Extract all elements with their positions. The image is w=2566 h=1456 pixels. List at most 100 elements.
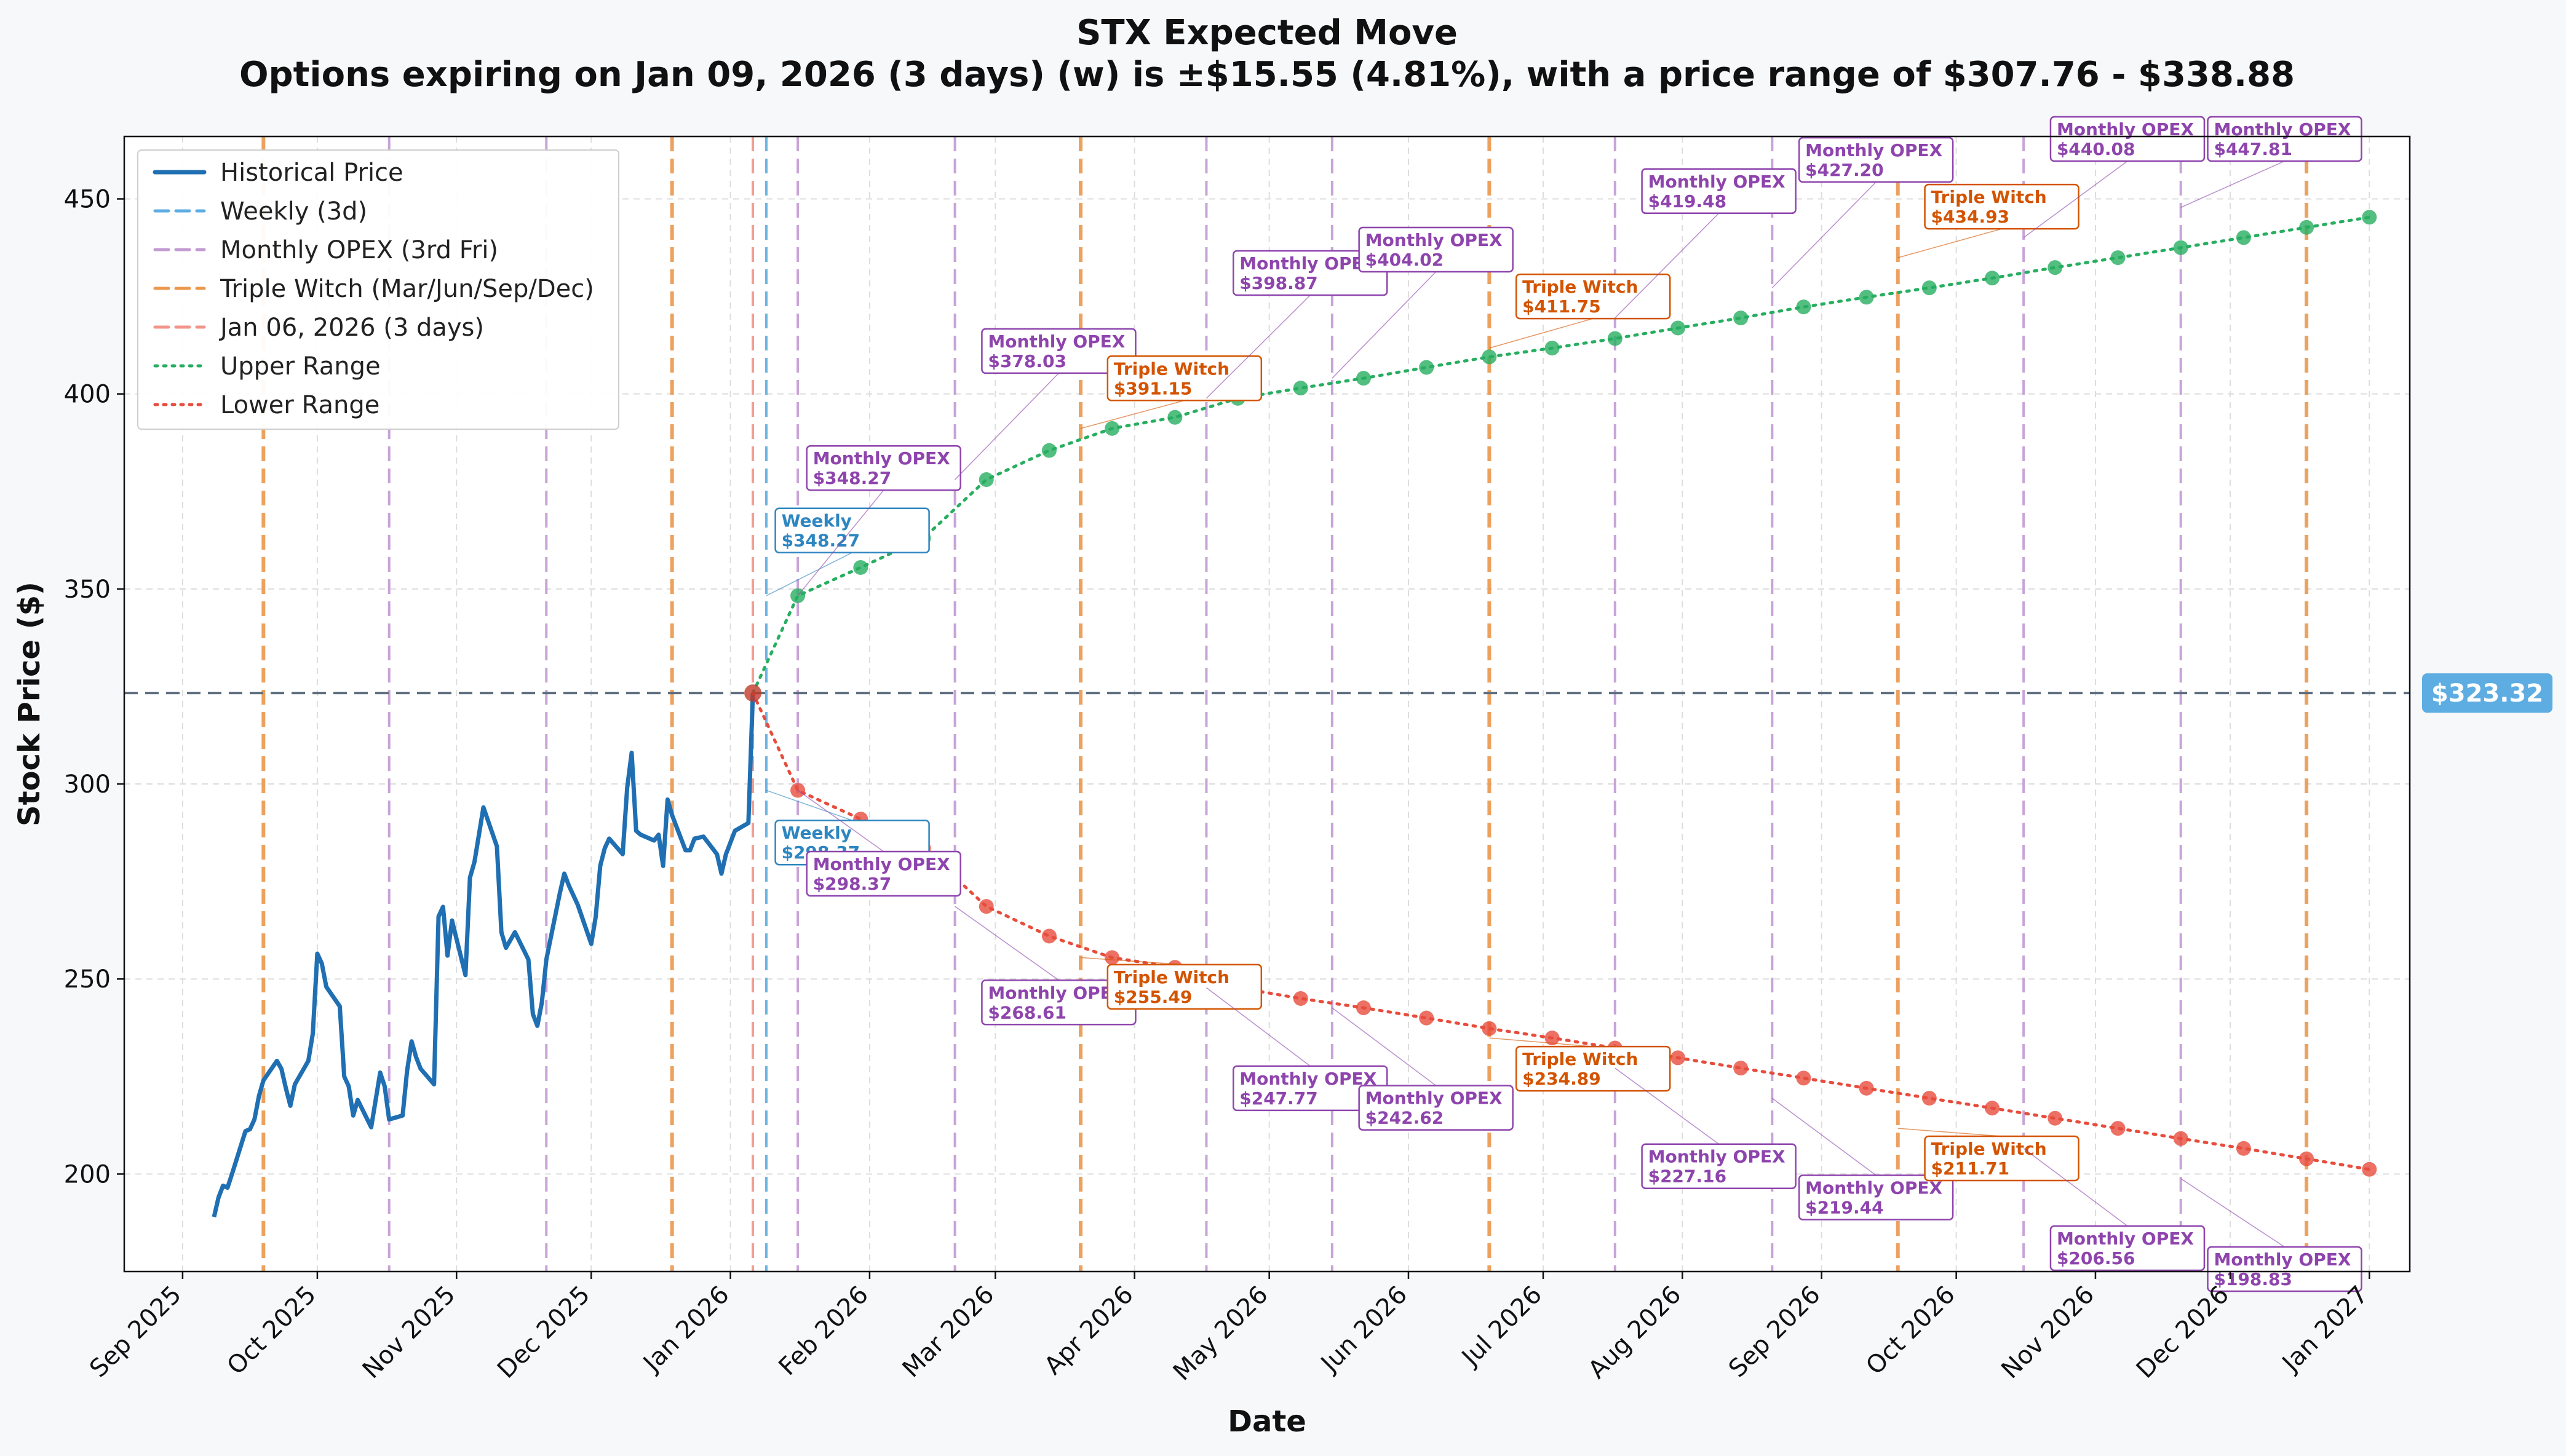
annotation-box — [806, 445, 961, 491]
annotation-value: $348.27 — [782, 531, 860, 551]
annotation-title: Triple Witch — [1522, 1049, 1638, 1069]
annotation-title: Monthly OPEX — [2057, 1228, 2194, 1249]
upper-range-point — [979, 472, 994, 488]
upper-range-point — [2362, 210, 2377, 225]
annotation-leader — [1897, 228, 2002, 258]
annotation-leader — [1897, 1128, 2002, 1137]
upper-range-point — [2173, 240, 2188, 255]
annotation-value: $440.08 — [2057, 139, 2135, 159]
annotation-value: $268.61 — [988, 1002, 1067, 1023]
annotation-monthly-lower: Monthly OPEX$268.61 — [981, 979, 1137, 1026]
annotation-value: $411.75 — [1522, 296, 1601, 317]
lower-range-point — [1293, 991, 1308, 1006]
annotation-leader — [1489, 1037, 1594, 1047]
annotation-leader — [1332, 271, 1437, 379]
upper-range-point — [1733, 311, 1749, 326]
annotation-title: Monthly OPEX — [1365, 1088, 1503, 1109]
annotation-monthly-lower: Monthly OPEX$227.16 — [1641, 1143, 1797, 1189]
upper-range-point — [1670, 320, 1686, 336]
lower-range-point — [1419, 1010, 1434, 1026]
annotation-box — [774, 507, 930, 553]
chart-subtitle: Options expiring on Jan 09, 2026 (3 days… — [239, 55, 2295, 95]
upper-range-point — [2048, 260, 2063, 275]
upper-range-point — [1796, 299, 1811, 315]
annotation-triple-upper: Triple Witch$434.93 — [1924, 183, 2079, 230]
current-price-badge-text: $323.32 — [2431, 679, 2543, 708]
annotation-title: Monthly OPEX — [1365, 230, 1503, 250]
annotation-title: Monthly OPEX — [988, 983, 1125, 1003]
upper-range-point — [1859, 290, 1874, 305]
annotation-value: $434.93 — [1931, 207, 2010, 227]
annotation-monthly-lower: Monthly OPEX$247.77 — [1232, 1065, 1388, 1112]
lower-range-point — [2236, 1141, 2251, 1156]
annotation-value: $298.37 — [813, 874, 892, 894]
chart-title: STX Expected Move — [1076, 13, 1458, 53]
annotation-title: Monthly OPEX — [813, 854, 950, 874]
lower-range-point — [1921, 1091, 1937, 1106]
annotation-value: $391.15 — [1114, 378, 1193, 398]
annotation-box — [2049, 116, 2206, 162]
annotation-value: $404.02 — [1365, 250, 1444, 270]
lower-range-point — [1482, 1021, 1497, 1036]
historical-price-line — [212, 692, 755, 1217]
annotation-title: Triple Witch — [1114, 358, 1229, 379]
annotation-value: $378.03 — [988, 351, 1067, 371]
y-tick-label: 400 — [64, 381, 111, 409]
annotation-leader — [797, 789, 884, 852]
annotation-box — [1798, 136, 1954, 183]
lower-range-point — [979, 899, 994, 914]
upper-range-point — [2110, 250, 2126, 266]
annotation-title: Monthly OPEX — [1239, 1069, 1376, 1089]
lower-range-point — [1733, 1061, 1749, 1076]
annotation-monthly-upper: Monthly OPEX$440.08 — [2049, 116, 2206, 162]
y-tick-label: 300 — [64, 770, 111, 799]
annotation-title: Monthly OPEX — [2214, 1249, 2351, 1270]
current-price-badge-box — [2422, 673, 2552, 713]
annotation-box — [1798, 1174, 1954, 1221]
upper-range-point — [853, 560, 868, 575]
lower-range-point — [1356, 1000, 1371, 1016]
annotation-title: Monthly OPEX — [988, 331, 1125, 352]
annotation-monthly-upper: Monthly OPEX$427.20 — [1798, 136, 1954, 183]
series-points — [744, 210, 2377, 1177]
annotation-leader — [1489, 318, 1594, 349]
annotation-value: $255.49 — [1114, 987, 1193, 1007]
annotation-monthly-upper: Monthly OPEX$447.81 — [2207, 116, 2362, 162]
annotation-weekly-upper: Weekly$348.27 — [774, 507, 930, 553]
annotation-title: Triple Witch — [1114, 967, 1229, 987]
lower-range-point — [1859, 1080, 1874, 1096]
annotation-leader — [1771, 1098, 1877, 1176]
annotation-box — [806, 850, 961, 897]
annotation-leader — [797, 489, 884, 596]
upper-range-point — [1419, 360, 1434, 375]
annotation-box — [1641, 168, 1797, 215]
upper-range-point — [1607, 331, 1623, 346]
annotation-value: $242.62 — [1365, 1108, 1444, 1128]
annotation-box — [2207, 1246, 2362, 1292]
annotation-leader — [2180, 160, 2285, 208]
annotation-value: $227.16 — [1648, 1166, 1727, 1187]
annotation-monthly-upper: Monthly OPEX$378.03 — [981, 328, 1137, 374]
upper-range-point — [2299, 220, 2314, 235]
upper-range-point — [1356, 371, 1371, 386]
annotation-title: Triple Witch — [1931, 187, 2047, 207]
annotation-monthly-lower: Monthly OPEX$198.83 — [2207, 1246, 2362, 1292]
annotation-leader — [1080, 400, 1185, 429]
lower-range-point — [1105, 950, 1120, 965]
annotation-title: Triple Witch — [1931, 1139, 2047, 1159]
annotation-value: $427.20 — [1805, 160, 1884, 180]
legend-label: Triple Witch (Mar/Jun/Sep/Dec) — [220, 275, 594, 303]
annotation-value: $198.83 — [2214, 1269, 2292, 1289]
y-tick-label: 350 — [64, 576, 111, 604]
annotation-title: Weekly — [782, 823, 852, 843]
x-axis-label: Date — [1228, 1404, 1306, 1439]
annotation-value: $219.44 — [1805, 1197, 1884, 1217]
lower-range-point — [1041, 928, 1057, 944]
annotation-leader — [2023, 1148, 2128, 1227]
annotation-monthly-upper: Monthly OPEX$419.48 — [1641, 168, 1797, 215]
annotation-monthly-lower: Monthly OPEX$242.62 — [1358, 1085, 1514, 1131]
annotation-box — [1358, 226, 1514, 273]
lower-range-point — [2173, 1131, 2188, 1146]
current-price-point — [744, 684, 762, 702]
